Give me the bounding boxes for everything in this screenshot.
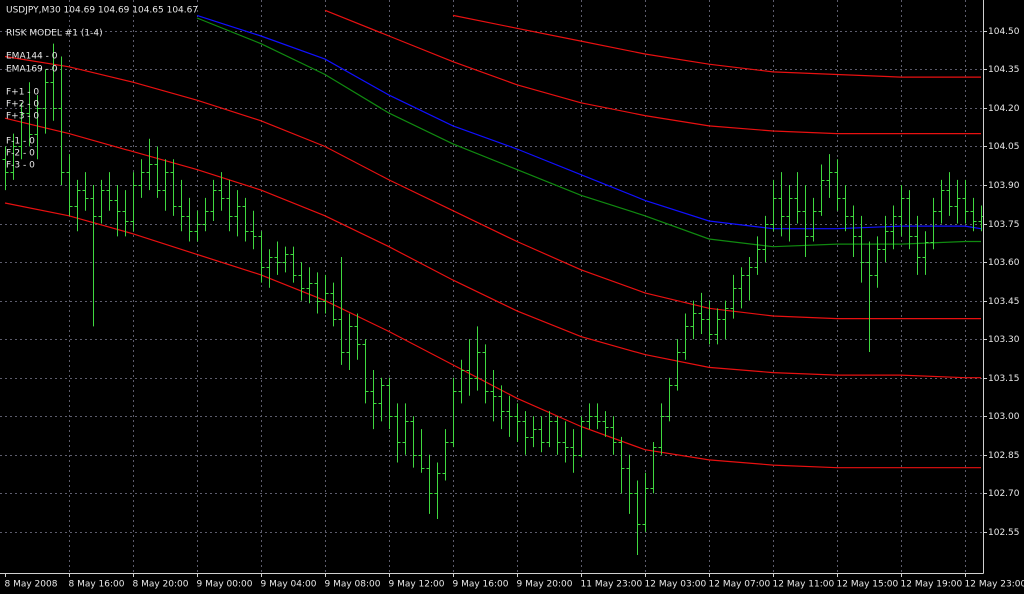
indicator-lines [4,9,982,469]
y-tick-label: 103.45 [988,297,1020,307]
y-tick-label: 102.55 [988,528,1020,538]
indicator-label: F+2 - 0 [6,100,39,110]
indicator-line [452,14,981,78]
x-tick-label: 9 May 16:00 [453,580,509,590]
labels: USDJPY,M30 104.69 104.69 104.65 104.67 R… [5,6,1024,590]
x-tick-label: 9 May 00:00 [197,580,253,590]
price-bars [2,43,983,556]
indicator-line [4,55,981,320]
x-tick-label: 12 May 03:00 [645,580,707,590]
y-tick-label: 103.15 [988,374,1020,384]
x-tick-label: 8 May 20:00 [133,580,189,590]
indicator-line [196,17,981,248]
y-tick-label: 103.90 [988,181,1020,191]
y-tick-label: 104.35 [988,65,1020,75]
x-tick-label: 9 May 08:00 [325,580,381,590]
indicator-line [4,202,981,469]
x-tick-label: 12 May 23:00 [965,580,1024,590]
y-tick-label: 104.50 [988,27,1020,37]
chart-title: USDJPY,M30 104.69 104.69 104.65 104.67 [6,6,198,16]
x-tick-label: 11 May 23:00 [581,580,643,590]
x-tick-label: 12 May 07:00 [709,580,771,590]
x-tick-label: 9 May 12:00 [389,580,445,590]
indicator-line [324,9,981,135]
chart-subtitle: RISK MODEL #1 (1-4) [6,29,103,39]
indicator-label: F+3 - 0 [6,112,39,122]
indicator-line [196,14,982,230]
grid [0,0,987,577]
y-tick-label: 102.85 [988,451,1020,461]
x-tick-label: 12 May 11:00 [773,580,835,590]
y-tick-label: 103.30 [988,335,1020,345]
x-tick-label: 8 May 16:00 [69,580,125,590]
y-tick-label: 104.20 [988,104,1020,114]
indicator-label: F-3 - 0 [6,161,35,171]
y-tick-label: 102.70 [988,489,1020,499]
y-tick-label: 103.60 [988,258,1020,268]
y-tick-label: 103.75 [988,220,1020,230]
x-tick-label: 9 May 20:00 [517,580,573,590]
x-tick-label: 12 May 15:00 [837,580,899,590]
indicator-label: EMA169 - 0 [6,65,58,75]
indicator-label: F-2 - 0 [6,149,35,159]
x-tick-label: 9 May 04:00 [261,580,317,590]
x-tick-label: 8 May 2008 [5,580,58,590]
indicator-label: F+1 - 0 [6,88,39,98]
indicator-label: EMA144 - 0 [6,52,58,62]
x-tick-label: 12 May 19:00 [901,580,963,590]
y-tick-label: 103.00 [988,412,1020,422]
indicator-label: F-1 - 0 [6,137,35,147]
indicator-line [4,117,981,379]
y-tick-label: 104.05 [988,142,1020,152]
